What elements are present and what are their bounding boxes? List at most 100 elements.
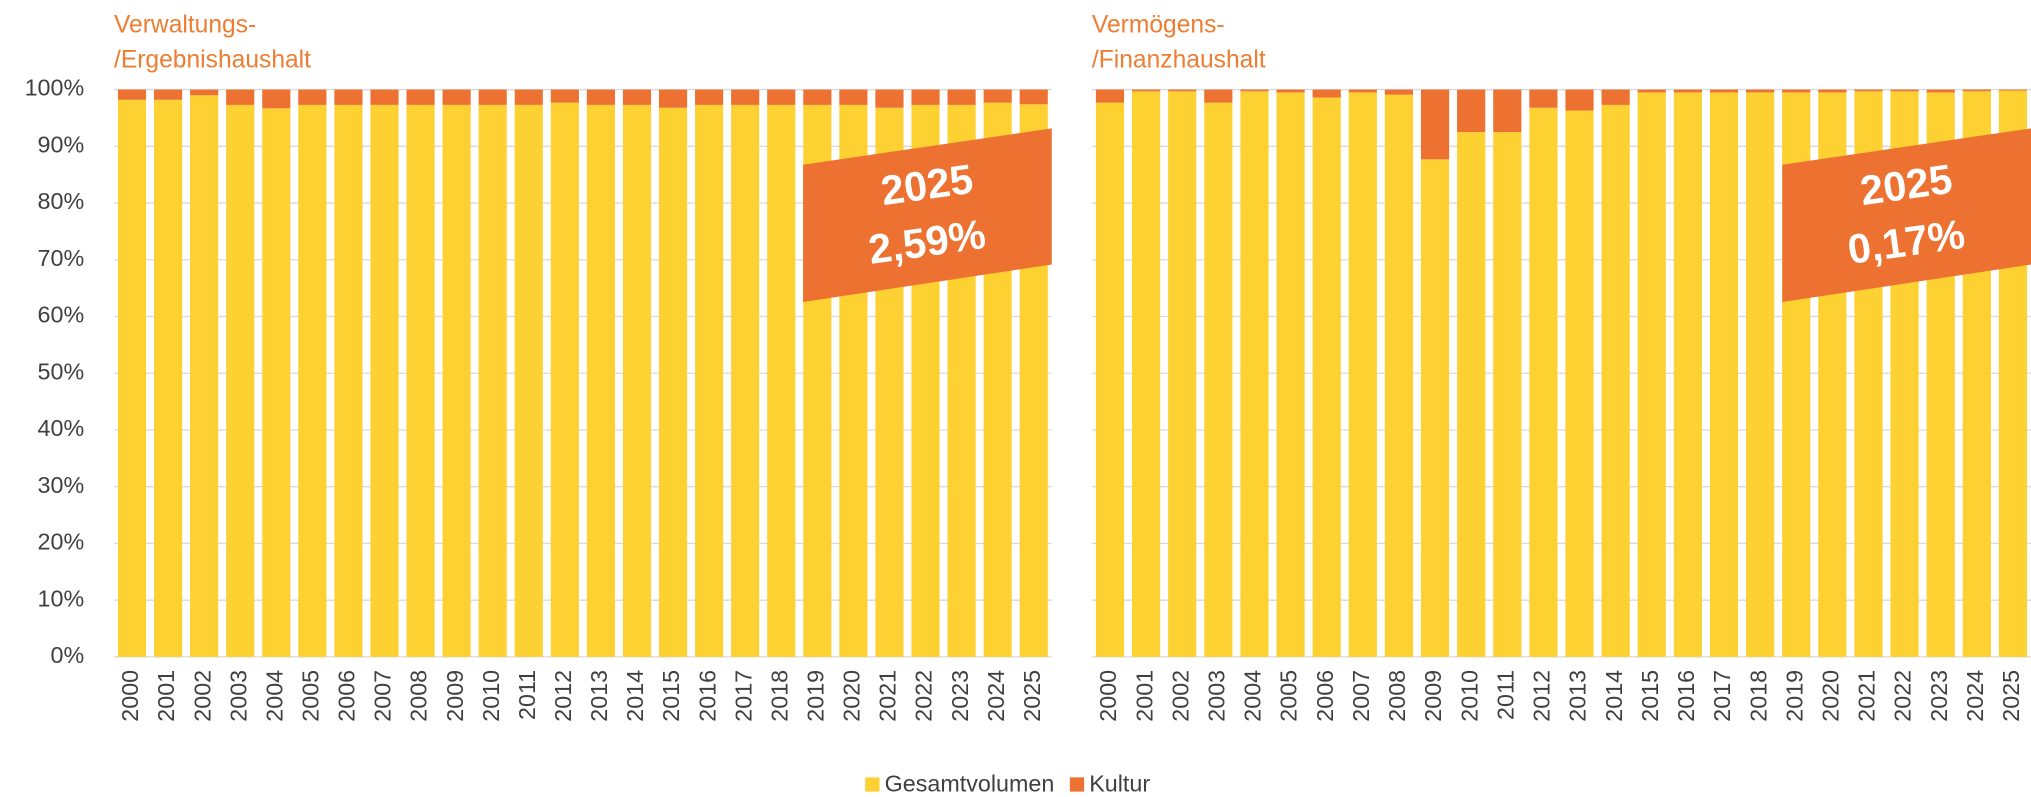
x-tick-label: 2016 (694, 670, 720, 722)
bar-segment (1204, 102, 1233, 657)
x-tick-label: 2005 (298, 670, 324, 722)
x-tick-label: 2021 (875, 670, 901, 722)
legend-label: Kultur (1089, 770, 1150, 796)
x-tick-label: 2023 (1926, 670, 1952, 722)
x-tick-label: 2025 (1998, 670, 2024, 722)
bar-segment (334, 104, 363, 657)
x-tick-label: 2012 (1529, 670, 1555, 722)
x-tick-label: 2014 (622, 670, 648, 722)
bar-segment (1348, 89, 1377, 93)
x-tick-label: 2002 (189, 670, 215, 722)
bar-segment (190, 95, 219, 657)
bar-segment (1637, 89, 1666, 93)
bar-segment (1276, 89, 1305, 93)
x-tick-label: 2005 (1276, 670, 1302, 722)
x-tick-label: 2017 (1709, 670, 1735, 722)
x-tick-label: 2004 (261, 670, 287, 722)
bar-segment (1168, 89, 1197, 92)
x-tick-label: 2013 (586, 670, 612, 722)
bar-segment (1782, 89, 1811, 93)
x-tick-label: 2024 (983, 670, 1009, 722)
bar-segment (695, 104, 724, 657)
x-tick-label: 2002 (1167, 670, 1193, 722)
bar-segment (442, 89, 471, 105)
bar-segment (622, 89, 652, 105)
annotation-banner (1782, 128, 2031, 303)
bar-segment (1168, 91, 1197, 657)
y-tick-label: 90% (38, 131, 85, 157)
legend-label: Gesamtvolumen (885, 770, 1055, 796)
bar-segment (1529, 107, 1558, 657)
bar-segment (767, 89, 796, 105)
bar-segment (1132, 91, 1161, 657)
bar-segment (406, 89, 435, 105)
bar-segment (550, 89, 579, 103)
x-tick-label: 2022 (1890, 670, 1916, 722)
x-tick-label: 2009 (1420, 670, 1446, 722)
bar-segment (695, 89, 724, 105)
bar-segment (1457, 89, 1486, 133)
bar-segment (1529, 89, 1558, 108)
x-tick-label: 2016 (1673, 670, 1699, 722)
bar-segment (1095, 89, 1125, 103)
bar-segment (1601, 89, 1630, 105)
bar-segment (117, 89, 147, 100)
x-tick-label: 2017 (730, 670, 756, 722)
annotation-banner (803, 128, 1052, 303)
bar-segment (1204, 89, 1233, 103)
bar-segment (1565, 110, 1594, 657)
bar-segment (586, 89, 615, 105)
x-tick-label: 2003 (225, 670, 251, 722)
x-tick-label: 2009 (442, 670, 468, 722)
bar-segment (550, 102, 579, 657)
bar-segment (117, 99, 147, 657)
bar-segment (298, 89, 327, 105)
y-tick-label: 50% (38, 358, 85, 384)
x-tick-label: 2012 (550, 670, 576, 722)
chart-title: Vermögens- (1092, 12, 1225, 39)
chart-title: /Finanzhaushalt (1092, 47, 1266, 74)
bar-segment (1709, 92, 1739, 657)
bar-segment (478, 104, 507, 657)
chart-title: Verwaltungs- (114, 12, 256, 39)
bar-segment (1962, 89, 1991, 92)
x-tick-label: 2015 (658, 670, 684, 722)
bar-segment (731, 104, 760, 657)
bar-segment (478, 89, 507, 105)
bar-segment (1493, 89, 1522, 133)
x-tick-label: 2010 (478, 670, 504, 722)
legend-swatch (1069, 777, 1085, 792)
bar-segment (803, 89, 832, 105)
x-tick-label: 2013 (1565, 670, 1591, 722)
bar-segment (658, 107, 688, 657)
bar-segment (1854, 89, 1883, 92)
bar-segment (334, 89, 363, 105)
x-tick-label: 2023 (947, 670, 973, 722)
bar-segment (442, 104, 471, 657)
bar-segment (658, 89, 688, 108)
x-tick-label: 2000 (1095, 670, 1121, 722)
bar-segment (1673, 92, 1702, 657)
bar-segment (154, 89, 183, 100)
bar-segment (875, 89, 904, 108)
bar-segment (190, 89, 219, 96)
x-tick-label: 2019 (802, 670, 828, 722)
bar-segment (767, 104, 796, 657)
bar-segment (262, 108, 291, 657)
x-tick-label: 2020 (1818, 670, 1844, 722)
bar-segment (406, 104, 435, 657)
x-tick-label: 2001 (153, 670, 179, 722)
x-tick-label: 2001 (1131, 670, 1157, 722)
y-tick-label: 10% (38, 585, 85, 611)
bar-segment (622, 104, 652, 657)
x-tick-label: 2010 (1456, 670, 1482, 722)
x-tick-label: 2025 (1019, 670, 1045, 722)
bar-segment (1348, 92, 1377, 657)
bar-segment (983, 89, 1012, 103)
bar-segment (1890, 89, 1919, 92)
y-tick-label: 80% (38, 188, 85, 214)
bar-segment (1420, 89, 1450, 160)
bar-segment (1240, 91, 1269, 657)
bar-segment (1457, 132, 1486, 657)
x-tick-label: 2008 (1384, 670, 1410, 722)
